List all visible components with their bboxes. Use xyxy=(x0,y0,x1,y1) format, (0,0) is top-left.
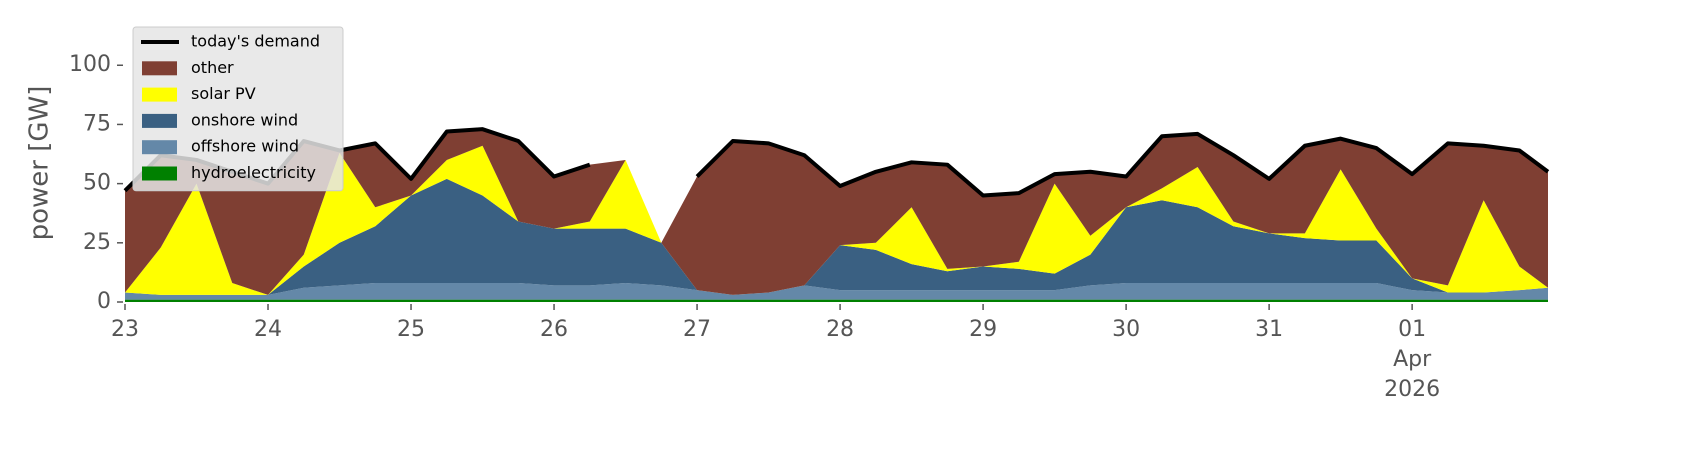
legend-label: hydroelectricity xyxy=(191,163,316,182)
y-tick-label: 100 xyxy=(69,52,111,77)
x-tick-label: 23 xyxy=(111,317,139,342)
area xyxy=(125,129,1548,295)
x-tick-label: 25 xyxy=(397,317,425,342)
y-tick-label: 25 xyxy=(83,230,111,255)
x-tick-label: 24 xyxy=(254,317,282,342)
legend-patch xyxy=(142,113,177,128)
legend-patch xyxy=(142,87,177,102)
x-tick-label: 29 xyxy=(969,317,997,342)
x-tick-label: 01 xyxy=(1398,317,1426,342)
area xyxy=(125,283,1548,300)
x-tick-sublabel: 2026 xyxy=(1384,377,1440,402)
legend-box xyxy=(132,26,344,192)
x-tick-label: 31 xyxy=(1255,317,1283,342)
y-tick-label: 0 xyxy=(97,289,111,314)
legend-label: onshore wind xyxy=(191,110,298,129)
y-axis-label: power [GW] xyxy=(25,86,55,241)
legend-patch xyxy=(142,140,177,155)
area xyxy=(125,299,1548,302)
x-tick-label: 28 xyxy=(826,317,854,342)
legend-label: other xyxy=(191,58,234,77)
x-tick-sublabel: Apr xyxy=(1393,347,1432,372)
legend-label: solar PV xyxy=(191,84,256,103)
legend-patch xyxy=(142,166,177,181)
area xyxy=(125,145,1548,295)
x-tick-label: 26 xyxy=(540,317,568,342)
x-tick-label: 30 xyxy=(1112,317,1140,342)
legend-label: today's demand xyxy=(191,32,320,51)
legend-patch xyxy=(142,61,177,76)
x-tick-label: 27 xyxy=(683,317,711,342)
y-tick-label: 50 xyxy=(83,171,111,196)
legend-label: offshore wind xyxy=(191,137,299,156)
area xyxy=(125,178,1548,295)
y-tick-label: 75 xyxy=(83,111,111,136)
